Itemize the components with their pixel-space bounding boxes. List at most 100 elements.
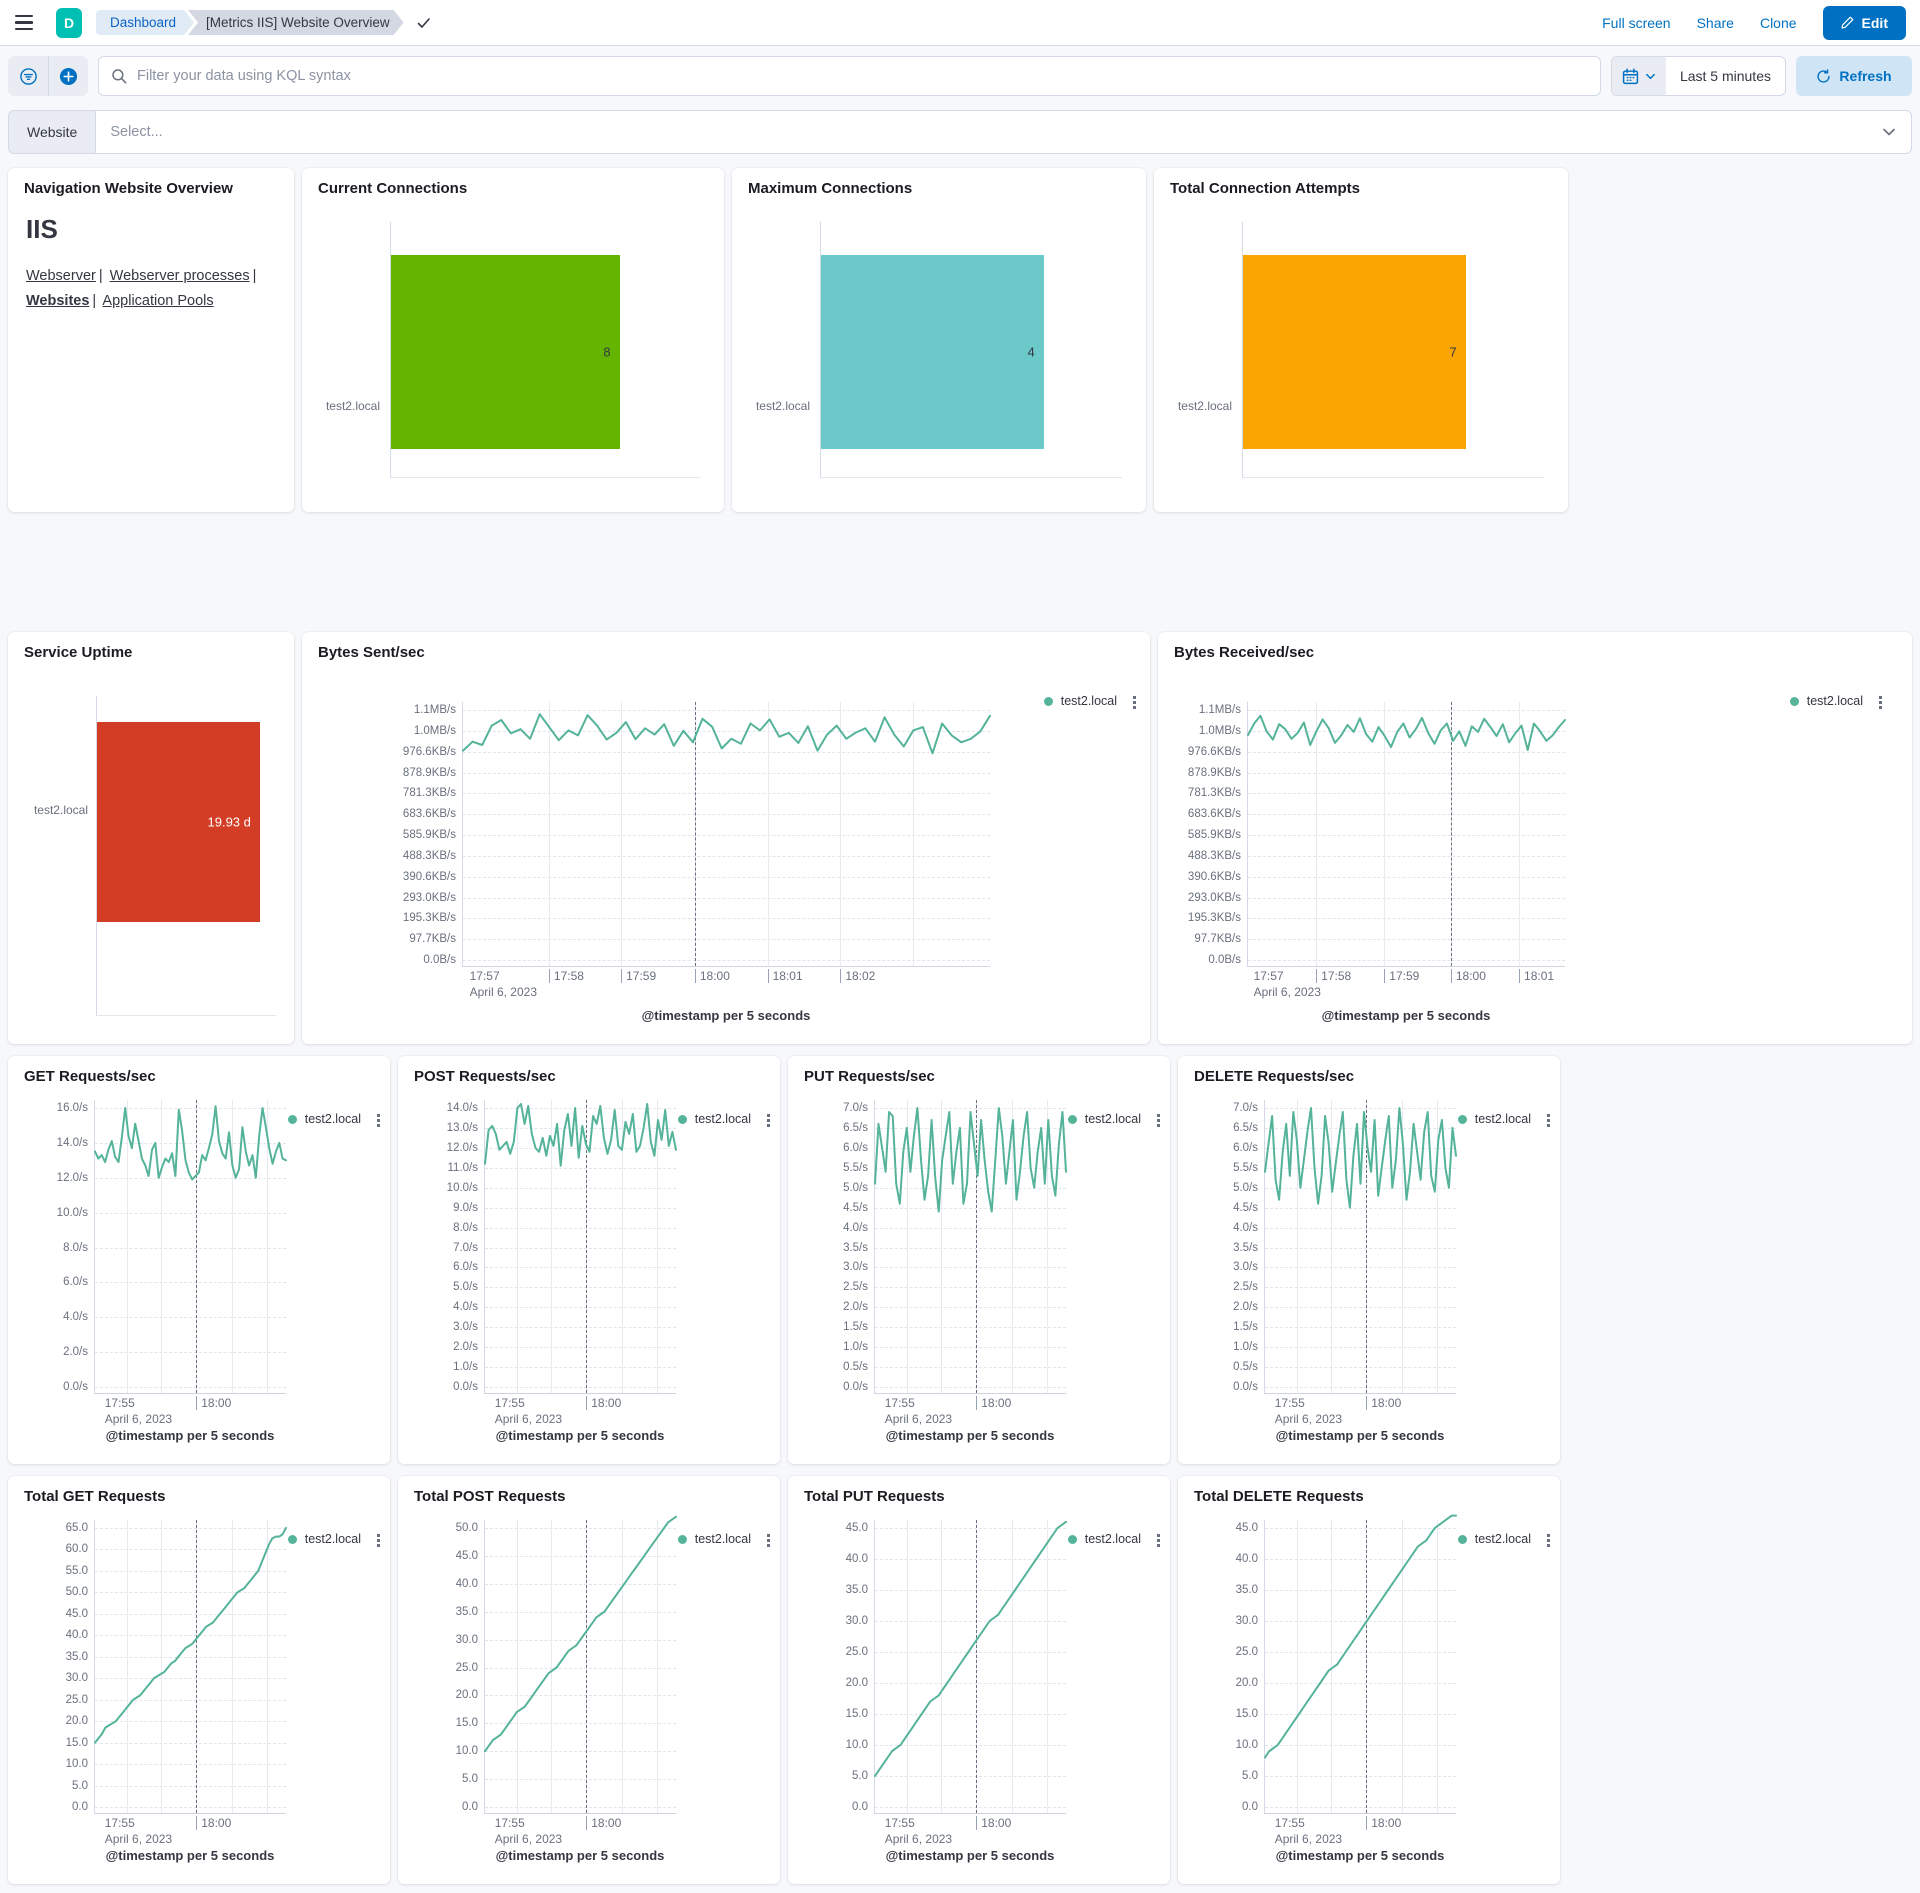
y-tick-label: 195.3KB/s [402,912,456,925]
legend-label[interactable]: test2.local [694,1112,751,1126]
legend-label[interactable]: test2.local [304,1532,361,1546]
gridline [463,814,990,816]
legend-options-icon[interactable] [1133,695,1136,699]
add-filter-icon[interactable] [48,56,88,96]
time-marker-line [976,1520,978,1813]
gridline [875,1247,1066,1249]
website-selector[interactable]: Website Select... [8,110,1912,154]
breadcrumb-dashboard[interactable]: Dashboard [96,10,194,35]
gridline [126,1520,128,1813]
y-tick-label: 35.0 [455,1605,478,1618]
chevron-down-icon[interactable] [1881,124,1911,140]
gridline [95,1387,286,1388]
gridline [913,702,915,966]
legend[interactable]: test2.local [1067,1532,1162,1546]
legend-options-icon[interactable] [767,1113,770,1117]
menu-icon[interactable] [0,0,48,46]
total-connection-attempts-bar[interactable]: 7 [1243,255,1466,449]
gridline [1330,1520,1332,1813]
legend-options-icon[interactable] [1547,1533,1550,1537]
nav-link-webserver-processes[interactable]: Webserver processes [109,268,250,284]
nav-link-application-pools[interactable]: Application Pools [102,293,214,310]
x-axis-date: April 6, 2023 [884,1412,953,1426]
legend[interactable]: test2.local [287,1532,382,1546]
service-uptime-bar[interactable]: 19.93 d [97,722,260,922]
legend[interactable]: test2.local [1067,1112,1162,1126]
total-get-requests-chart[interactable]: 65.0 60.0 55.0 50.0 45.0 40.0 35.0 30.0 25.0 20.0… [66,1520,287,1846]
legend[interactable]: test2.local [287,1112,382,1126]
legend-options-icon[interactable] [1157,1113,1160,1117]
legend-options-icon[interactable] [1157,1533,1160,1537]
fullscreen-link[interactable]: Full screen [1602,14,1671,31]
legend[interactable]: test2.local [1789,694,1884,708]
y-tick-label: 45.0 [1235,1522,1258,1534]
legend[interactable]: test2.local [677,1532,772,1546]
gridline [95,1678,286,1680]
gridline [875,1108,1066,1109]
share-link[interactable]: Share [1696,14,1734,31]
y-tick-label: 4.5/s [843,1201,868,1214]
gridline [485,1583,676,1585]
x-axis-date: April 6, 2023 [1253,985,1321,999]
legend-label[interactable]: test2.local [1060,694,1117,708]
post-requests-chart[interactable]: 14.0/s 13.0/s 12.0/s 11.0/s 10.0/s 9.0/s 8.0/s… [447,1100,677,1426]
nav-link-webserver[interactable]: Webserver [26,268,96,284]
bar-value: 7 [1449,344,1457,360]
gridline [621,702,623,966]
nav-link-websites[interactable]: Websites [26,293,90,310]
bytes-received-chart[interactable]: 1.1MB/s 1.0MB/s 976.6KB/s 878.9KB/s 781.3KB/… [1188,702,1566,999]
legend-label[interactable]: test2.local [694,1532,751,1546]
gridline [840,702,842,966]
legend-options-icon[interactable] [1879,695,1882,699]
kql-search-input[interactable] [137,68,1588,84]
y-tick-label: 15.0 [845,1708,868,1720]
total-put-requests-chart[interactable]: 45.0 40.0 35.0 30.0 25.0 20.0 15.0 10.0 5.0 0.0 17… [846,1520,1067,1846]
y-tick-label: 30.0 [455,1633,478,1646]
legend-options-icon[interactable] [1547,1113,1550,1117]
date-picker-calendar[interactable] [1611,57,1666,95]
space-avatar[interactable]: D [56,7,82,38]
x-axis-title: @timestamp per 5 seconds [1275,1428,1445,1443]
edit-button[interactable]: Edit [1822,5,1906,40]
legend-label[interactable]: test2.local [1806,694,1863,708]
legend-options-icon[interactable] [767,1533,770,1537]
current-connections-bar[interactable]: 8 [391,255,620,449]
total-post-requests-chart[interactable]: 50.0 45.0 40.0 35.0 30.0 25.0 20.0 15.0 10.0 5.0 0… [456,1515,677,1846]
legend-label[interactable]: test2.local [1084,1112,1141,1126]
legend-label[interactable]: test2.local [1084,1532,1141,1546]
gridline [621,1100,623,1393]
gridline [1296,1100,1298,1393]
legend[interactable]: test2.local [677,1112,772,1126]
time-range-value[interactable]: Last 5 minutes [1679,68,1771,84]
y-tick-label: 585.9KB/s [402,829,456,841]
clone-link[interactable]: Clone [1759,14,1797,31]
gridline [1046,1100,1048,1393]
get-requests-chart[interactable]: 16.0/s 14.0/s 12.0/s 10.0/s 8.0/s 6.0/s 4.0/s 2… [57,1100,287,1426]
y-tick-label: 12.0/s [56,1171,88,1184]
gridline [1265,1367,1456,1369]
put-requests-chart[interactable]: 7.0/s 6.5/s 6.0/s 5.5/s 5.0/s 4.5/s 4.0/s 3.5/s… [843,1100,1067,1426]
x-axis-title: @timestamp per 5 seconds [885,1848,1055,1863]
y-tick-label: 45.0 [455,1549,478,1562]
legend-label[interactable]: test2.local [1474,1112,1531,1126]
legend-label[interactable]: test2.local [304,1112,361,1126]
legend-options-icon[interactable] [377,1113,380,1117]
kql-search-box[interactable] [98,56,1601,96]
legend[interactable]: test2.local [1043,694,1138,708]
legend[interactable]: test2.local [1457,1112,1552,1126]
x-tick-label: 17:55 [1274,1816,1305,1830]
delete-requests-chart[interactable]: 7.0/s 6.5/s 6.0/s 5.5/s 5.0/s 4.5/s 4.0/s 3.5/s… [1233,1100,1457,1426]
y-tick-label: 0.0/s [63,1381,88,1393]
refresh-button[interactable]: Refresh [1796,56,1912,96]
gridline [1265,1267,1456,1269]
legend-label[interactable]: test2.local [1474,1532,1531,1546]
bytes-sent-chart[interactable]: 1.1MB/s 1.0MB/s 976.6KB/s 878.9KB/s 781.3KB/… [403,702,991,999]
bar-category-label: test2.local [1177,399,1232,413]
total-delete-requests-chart[interactable]: 45.0 40.0 35.0 30.0 25.0 20.0 15.0 10.0 5.0 0.0 17… [1236,1514,1457,1846]
legend[interactable]: test2.local [1457,1532,1552,1546]
gridline [485,1751,676,1753]
filter-menu-icon[interactable] [8,56,48,96]
y-tick-label: 5.5/s [843,1161,868,1174]
maximum-connections-bar[interactable]: 4 [821,255,1044,449]
legend-options-icon[interactable] [377,1533,380,1537]
